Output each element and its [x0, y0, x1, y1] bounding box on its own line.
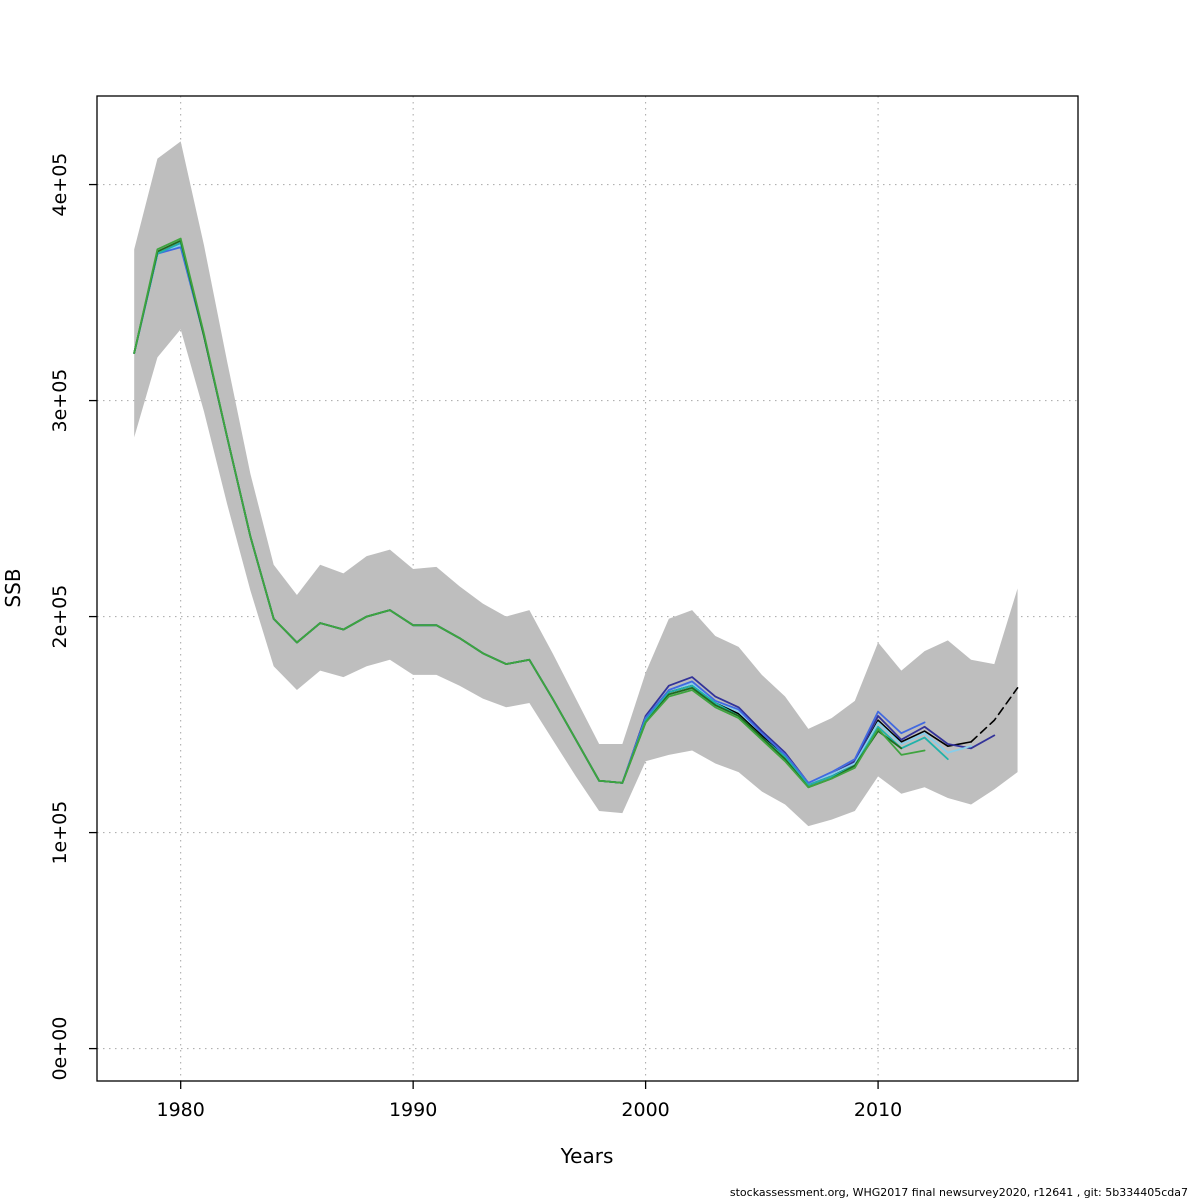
- y-tick-label: 3e+05: [49, 369, 71, 433]
- y-tick-label: 4e+05: [49, 153, 71, 217]
- y-axis-title: SSB: [1, 568, 25, 607]
- x-tick-label: 2000: [621, 1099, 669, 1121]
- plot-border: [96, 95, 1079, 1082]
- x-axis-title: Years: [560, 1144, 614, 1168]
- x-tick-label: 1980: [157, 1099, 205, 1121]
- footer-credit: stockassessment.org, WHG2017 final newsu…: [730, 1186, 1188, 1199]
- x-tick-label: 1990: [389, 1099, 437, 1121]
- y-tick-label: 0e+00: [49, 1017, 71, 1081]
- plot-layers: 1980 1990 2000 2010 0e+00 1e+05 2e+05 3e+05 4e+0…: [49, 95, 1079, 1121]
- y-tick-label: 2e+05: [49, 585, 71, 649]
- series-line-forecast: [970, 687, 1019, 743]
- y-tick-label: 1e+05: [49, 801, 71, 865]
- series-line-retro-peel-2012-green: [133, 237, 926, 789]
- x-tick-label: 2010: [854, 1099, 902, 1121]
- confidence-band: [134, 141, 1018, 827]
